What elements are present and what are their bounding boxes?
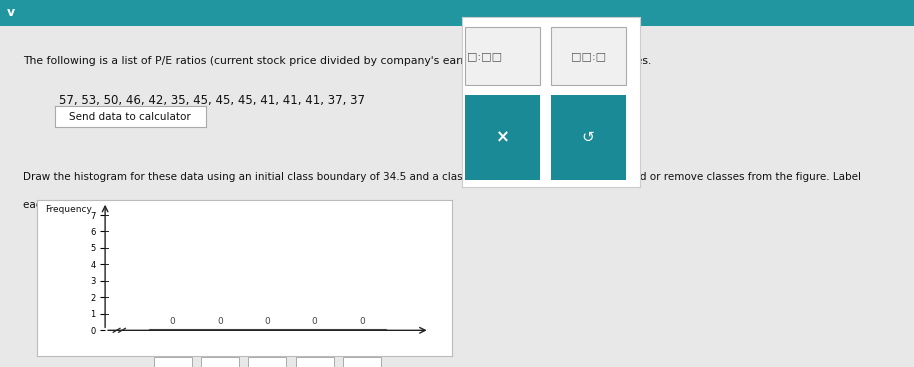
FancyBboxPatch shape bbox=[550, 95, 625, 180]
Text: 0: 0 bbox=[218, 317, 223, 326]
Text: 57, 53, 50, 46, 42, 35, 45, 45, 45, 41, 41, 41, 37, 37: 57, 53, 50, 46, 42, 35, 45, 45, 45, 41, … bbox=[59, 94, 366, 107]
Text: Frequency: Frequency bbox=[45, 205, 91, 214]
Text: each class with its endpoints.: each class with its endpoints. bbox=[23, 200, 177, 210]
FancyBboxPatch shape bbox=[296, 357, 334, 367]
Text: □□:□: □□:□ bbox=[570, 51, 606, 61]
Text: 0: 0 bbox=[264, 317, 271, 326]
Text: 0: 0 bbox=[170, 317, 175, 326]
Text: ×: × bbox=[495, 129, 509, 147]
Text: The following is a list of P/E ratios (current stock price divided by company's : The following is a list of P/E ratios (c… bbox=[23, 57, 651, 66]
FancyBboxPatch shape bbox=[550, 27, 625, 85]
FancyBboxPatch shape bbox=[465, 27, 540, 85]
Text: □:□□: □:□□ bbox=[467, 51, 503, 61]
FancyBboxPatch shape bbox=[343, 357, 381, 367]
Text: 0: 0 bbox=[359, 317, 365, 326]
Text: Send data to calculator: Send data to calculator bbox=[69, 112, 191, 121]
Text: v: v bbox=[7, 6, 15, 19]
FancyBboxPatch shape bbox=[154, 357, 192, 367]
Text: Draw the histogram for these data using an initial class boundary of 34.5 and a : Draw the histogram for these data using … bbox=[23, 172, 861, 182]
FancyBboxPatch shape bbox=[201, 357, 239, 367]
FancyBboxPatch shape bbox=[465, 95, 540, 180]
Text: ↺: ↺ bbox=[581, 130, 594, 145]
FancyBboxPatch shape bbox=[249, 357, 286, 367]
Text: 0: 0 bbox=[312, 317, 317, 326]
